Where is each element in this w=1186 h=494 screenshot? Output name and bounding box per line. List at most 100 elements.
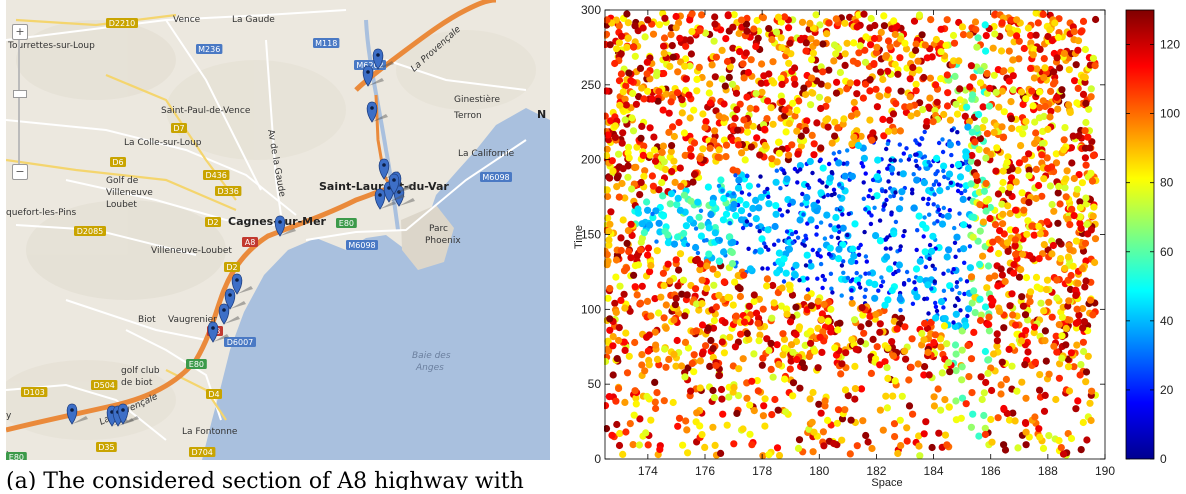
data-point — [695, 250, 701, 256]
data-point — [669, 123, 677, 131]
map-pin-icon[interactable] — [362, 65, 384, 87]
data-point — [976, 227, 984, 235]
data-point — [967, 224, 972, 229]
data-point — [719, 216, 727, 224]
data-point — [889, 352, 898, 360]
data-point — [962, 291, 967, 297]
data-point — [628, 114, 636, 122]
data-point — [1029, 102, 1037, 110]
data-point — [722, 35, 730, 43]
data-point — [682, 417, 690, 425]
data-point — [758, 88, 766, 96]
data-point — [621, 194, 629, 202]
map-pin-icon[interactable] — [218, 303, 240, 325]
data-point — [954, 284, 959, 289]
data-point — [709, 324, 718, 332]
data-point — [746, 246, 751, 251]
map-pin-icon[interactable] — [224, 288, 246, 310]
data-point — [688, 10, 696, 18]
data-point — [688, 359, 696, 367]
data-point — [947, 208, 952, 213]
data-point — [1082, 194, 1090, 202]
data-point — [761, 422, 769, 430]
data-point — [711, 224, 719, 232]
data-point — [897, 142, 902, 147]
zoom-slider-handle[interactable] — [13, 90, 27, 98]
data-point — [796, 162, 804, 170]
place-villeneuve-golf: Villeneuve — [106, 188, 153, 198]
map-pin-icon[interactable] — [366, 101, 388, 123]
data-point — [774, 168, 779, 173]
data-point — [604, 152, 611, 160]
data-point — [605, 241, 613, 249]
data-point — [876, 237, 884, 245]
data-point — [806, 19, 814, 27]
map-pin-icon[interactable] — [66, 403, 88, 425]
zoom-in-button[interactable]: + — [12, 24, 28, 40]
map-pin-icon[interactable] — [231, 273, 253, 295]
map-pin-icon[interactable] — [207, 321, 229, 343]
data-point — [1054, 219, 1062, 227]
data-point — [925, 371, 933, 379]
data-point — [906, 75, 914, 83]
data-point — [902, 355, 910, 363]
data-point — [609, 167, 617, 175]
map-pin-icon[interactable] — [274, 215, 296, 237]
zoom-control[interactable]: + − — [12, 24, 30, 184]
data-point — [745, 335, 753, 343]
data-point — [1009, 56, 1017, 64]
data-point — [884, 296, 892, 304]
data-point — [1027, 64, 1035, 72]
data-point — [803, 193, 811, 202]
data-point — [801, 341, 809, 349]
data-point — [1053, 276, 1061, 284]
data-point — [631, 283, 639, 291]
data-point — [794, 150, 802, 158]
map-pin-icon[interactable] — [388, 173, 410, 195]
data-point — [1035, 88, 1044, 96]
sensor-pins[interactable] — [66, 48, 415, 427]
data-point — [867, 41, 875, 49]
data-point — [763, 282, 771, 290]
data-point — [849, 245, 857, 253]
data-point — [1051, 19, 1059, 27]
data-point — [912, 46, 920, 55]
zoom-out-button[interactable]: − — [12, 164, 28, 180]
data-point — [743, 329, 751, 338]
data-point — [651, 157, 660, 165]
data-point — [1074, 84, 1082, 92]
data-point — [755, 224, 760, 230]
data-point — [647, 416, 655, 424]
map-pin-icon[interactable] — [117, 403, 139, 425]
data-point — [617, 296, 625, 304]
map-pin-icon[interactable] — [393, 185, 415, 207]
data-point — [696, 384, 704, 392]
data-point — [1047, 107, 1055, 115]
data-point — [831, 118, 839, 126]
data-point — [921, 41, 929, 49]
data-point — [1022, 394, 1030, 402]
data-point — [856, 252, 862, 257]
data-point — [664, 231, 672, 239]
data-point — [1022, 441, 1030, 449]
data-point — [1058, 354, 1066, 362]
data-point — [913, 158, 919, 164]
data-point — [932, 221, 937, 226]
zoom-slider-track[interactable] — [18, 40, 20, 166]
map-pin-icon[interactable] — [372, 48, 394, 70]
data-point — [1062, 175, 1070, 183]
data-point — [1070, 174, 1078, 183]
data-point — [932, 81, 940, 89]
data-point — [829, 170, 834, 175]
place-golf-club: golf club — [121, 366, 160, 376]
data-point — [897, 314, 906, 322]
data-point — [861, 180, 866, 185]
data-point — [674, 68, 682, 76]
data-point — [851, 385, 859, 393]
data-point — [837, 370, 845, 378]
map-panel[interactable]: Vence La Gaude Tourrettes-sur-Loup Saint… — [6, 0, 550, 460]
place-la-californie: La Californie — [458, 149, 515, 159]
data-point — [1005, 77, 1013, 85]
map-pin-icon[interactable] — [374, 188, 396, 210]
data-point — [920, 136, 925, 142]
